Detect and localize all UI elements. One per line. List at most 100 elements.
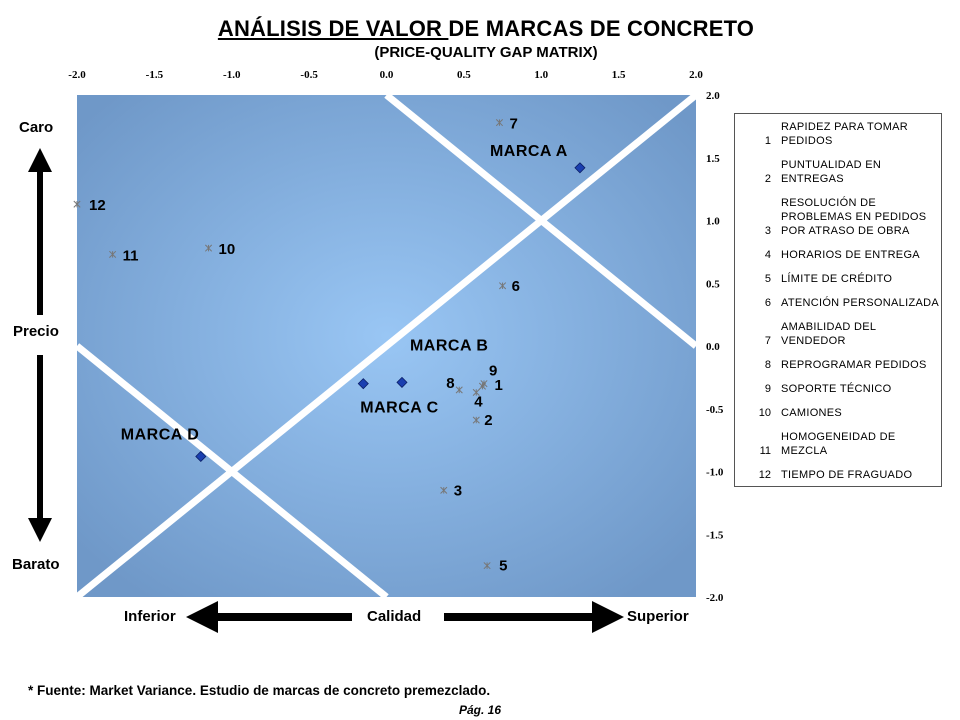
attribute-label: 7 — [509, 116, 517, 133]
legend-number: 12 — [758, 469, 771, 481]
legend-text: TIEMPO DE FRAGUADO — [781, 469, 913, 481]
attribute-point — [495, 119, 504, 127]
legend-text: AMABILIDAD DEL VENDEDOR — [781, 321, 876, 347]
attribute-label: 11 — [123, 247, 139, 264]
attribute-label: 9 — [489, 363, 497, 380]
attribute-point — [499, 282, 507, 290]
brand-label: MARCA D — [121, 426, 199, 443]
y-tick-label: 1.5 — [706, 153, 720, 165]
legend-number: 2 — [764, 173, 771, 185]
attribute-point — [455, 386, 463, 394]
legend-row: 1 RAPIDEZ PARA TOMAR PEDIDOS — [735, 114, 942, 153]
x-tick-label: -1.5 — [146, 69, 164, 81]
y-label-precio: Precio — [13, 323, 59, 340]
attribute-point — [472, 388, 480, 396]
brand-points: MARCA A MARCA B MARCA C MARCA D — [121, 143, 586, 463]
legend-text: SOPORTE TÉCNICO — [781, 383, 892, 395]
legend-number: 4 — [764, 249, 771, 261]
attribute-point — [472, 416, 480, 424]
legend-row: 5 LÍMITE DE CRÉDITO — [735, 266, 942, 290]
attribute-label: 12 — [89, 197, 106, 214]
x-tick-label: 2.0 — [689, 69, 703, 81]
y-tick-label: -0.5 — [706, 404, 724, 416]
brand-marker — [574, 162, 586, 174]
legend-number: 9 — [764, 383, 771, 395]
legend-number: 1 — [764, 135, 771, 147]
x-label-calidad: Calidad — [367, 608, 422, 625]
legend-number: 6 — [764, 297, 771, 309]
x-axis-ticks: -2.0 -1.5 -1.0 -0.5 0.0 0.5 1.0 1.5 2.0 — [68, 69, 703, 81]
y-tick-label: 0.5 — [706, 278, 720, 290]
attribute-point — [73, 200, 81, 208]
title-underlined-part: ANÁLISIS DE VALOR — [217, 16, 449, 41]
brand-marker — [396, 376, 408, 388]
attribute-label: 5 — [499, 558, 507, 575]
y-label-barato: Barato — [12, 556, 60, 573]
legend-text: RESOLUCIÓN DE PROBLEMAS EN PEDIDOS POR A… — [781, 197, 927, 237]
y-tick-label: 1.0 — [706, 216, 720, 228]
attribute-point — [440, 486, 448, 494]
legend-row: 7 AMABILIDAD DEL VENDEDOR — [735, 314, 942, 352]
legend-text: HORARIOS DE ENTREGA — [781, 249, 920, 261]
y-label-caro: Caro — [19, 119, 54, 136]
y-tick-label: -1.5 — [706, 529, 724, 541]
legend-row: 4 HORARIOS DE ENTREGA — [735, 242, 942, 266]
legend-number: 8 — [764, 359, 771, 371]
legend-text: RAPIDEZ PARA TOMAR PEDIDOS — [781, 121, 909, 147]
brand-label: MARCA A — [490, 143, 568, 160]
attribute-label: 3 — [454, 482, 462, 499]
x-tick-label: 1.0 — [534, 69, 548, 81]
y-tick-label: 2.0 — [706, 90, 720, 102]
legend-text: PUNTUALIDAD EN ENTREGAS — [781, 159, 882, 185]
legend-number: 7 — [764, 335, 771, 347]
attribute-label: 4 — [474, 393, 483, 410]
x-tick-label: 0.0 — [380, 69, 394, 81]
source-footnote: * Fuente: Market Variance. Estudio de ma… — [28, 683, 491, 698]
attribute-point — [480, 380, 488, 388]
y-axis-ticks: 2.0 1.5 1.0 0.5 0.0 -0.5 -1.0 -1.5 -2.0 — [706, 90, 724, 604]
attribute-point — [204, 244, 213, 252]
page-number: Pág. 16 — [458, 703, 502, 717]
legend-row: 11 HOMOGENEIDAD DE MEZCLA — [735, 424, 942, 462]
legend-text: HOMOGENEIDAD DE MEZCLA — [781, 431, 896, 457]
title-rest: DE MARCAS DE CONCRETO — [448, 16, 755, 41]
legend-text: REPROGRAMAR PEDIDOS — [781, 359, 927, 371]
legend-row: 6 ATENCIÓN PERSONALIZADA — [735, 290, 942, 314]
diagonal-line — [77, 95, 696, 597]
legend-text: ATENCIÓN PERSONALIZADA — [781, 297, 939, 309]
brand-marker — [195, 450, 207, 463]
attribute-point — [483, 562, 491, 570]
attribute-label: 10 — [219, 241, 236, 258]
brand-marker — [357, 378, 369, 390]
legend-number: 11 — [759, 445, 771, 457]
x-tick-label: -2.0 — [68, 69, 86, 81]
x-tick-label: 1.5 — [612, 69, 626, 81]
x-tick-label: -1.0 — [223, 69, 241, 81]
legend-row: 3 RESOLUCIÓN DE PROBLEMAS EN PEDIDOS POR … — [735, 190, 942, 242]
y-tick-label: -2.0 — [706, 592, 724, 604]
x-label-inferior: Inferior — [124, 608, 176, 625]
attribute-point — [109, 250, 117, 258]
legend-number: 10 — [758, 407, 771, 419]
legend-row: 8 REPROGRAMAR PEDIDOS — [735, 352, 942, 376]
legend-row: 12 TIEMPO DE FRAGUADO — [735, 462, 942, 487]
chart-title: ANÁLISIS DE VALOR DE MARCAS DE CONCRETO — [0, 16, 960, 42]
legend-row: 10 CAMIONES — [735, 400, 942, 424]
legend-text: CAMIONES — [781, 407, 843, 419]
diagonal-line — [77, 343, 389, 597]
attribute-label: 1 — [494, 377, 502, 394]
brand-label: MARCA B — [410, 337, 488, 354]
chart-subtitle: (PRICE-QUALITY GAP MATRIX) — [374, 44, 598, 61]
legend-number: 5 — [764, 273, 771, 285]
brand-label: MARCA C — [360, 400, 438, 417]
legend-number: 3 — [764, 225, 771, 237]
quadrant-diagonals — [77, 95, 696, 597]
legend-row: 9 SOPORTE TÉCNICO — [735, 376, 942, 400]
y-tick-label: -1.0 — [706, 467, 724, 479]
legend-text: LÍMITE DE CRÉDITO — [781, 273, 893, 285]
attribute-label: 2 — [484, 412, 492, 429]
diagonal-line — [384, 95, 696, 349]
x-label-superior: Superior — [627, 608, 689, 625]
